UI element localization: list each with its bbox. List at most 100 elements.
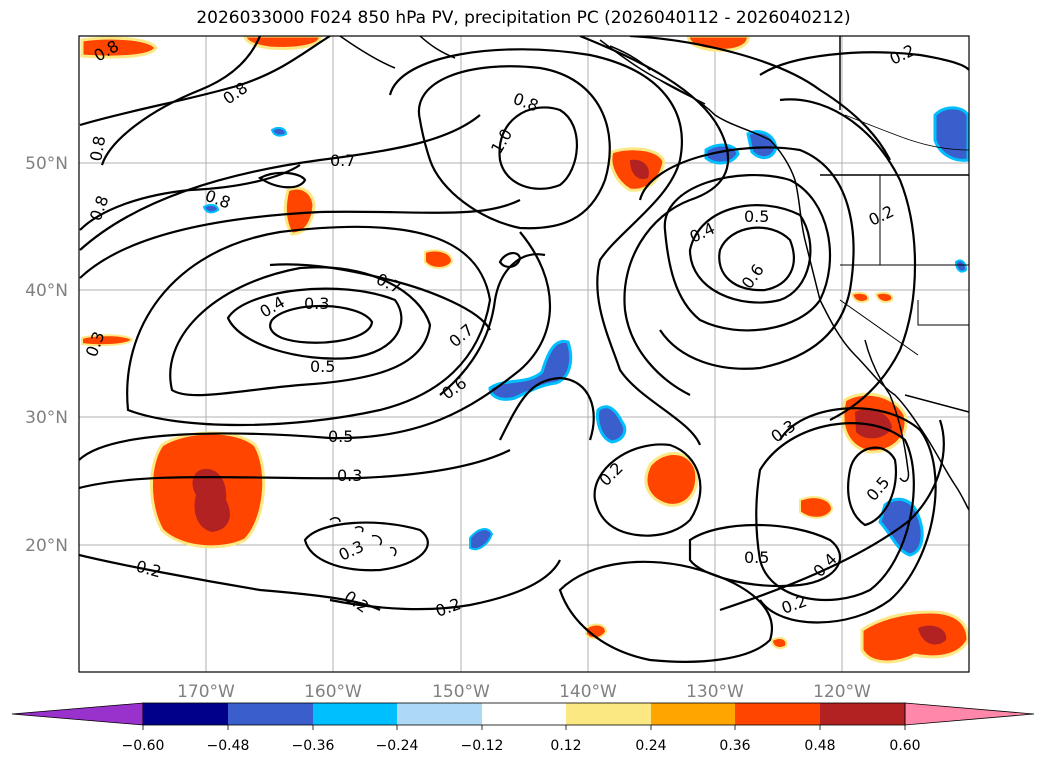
lon-label-120w: 120°W bbox=[813, 682, 871, 702]
precip-blob-southeast bbox=[860, 610, 969, 664]
contour-mexico-0.4 bbox=[755, 422, 915, 602]
contour-gulf-alaska-1.0 bbox=[498, 106, 578, 190]
contour-south-0.2b bbox=[329, 559, 561, 611]
contour-low-outer bbox=[169, 266, 432, 397]
precip-blob-top-center bbox=[686, 36, 750, 52]
lat-label-30: 30°N bbox=[25, 408, 68, 428]
lon-label-170w: 170°W bbox=[177, 682, 235, 702]
precip-core-gulf-alaska bbox=[630, 159, 649, 180]
contour-label: 0.5 bbox=[310, 357, 335, 376]
colorbar-tick-label: 0.12 bbox=[550, 738, 581, 754]
graticule bbox=[79, 36, 969, 672]
contour-baja-0.5 bbox=[847, 446, 898, 527]
colorbar-cell bbox=[651, 703, 735, 725]
plot-frame bbox=[78, 35, 970, 673]
coastline-north-america bbox=[599, 39, 969, 511]
colorbar-extend-high bbox=[904, 702, 1035, 726]
contour-0-6-east bbox=[579, 36, 730, 396]
contour-mexico-0.3 bbox=[759, 407, 937, 624]
precip-blob-small-3 bbox=[585, 623, 608, 640]
contour-south-0.2 bbox=[79, 553, 381, 611]
precip-neg-blob-small-1 bbox=[469, 528, 494, 551]
contour-coast-0.2 bbox=[779, 98, 917, 421]
precip-neg-blob-small-4 bbox=[954, 259, 968, 273]
hawaii-islands bbox=[329, 517, 397, 557]
contour-south-1 bbox=[126, 225, 492, 427]
colorbar-cell bbox=[228, 703, 313, 725]
contour-upper-left-0-8b bbox=[100, 36, 262, 166]
precip-neg-blob-central bbox=[488, 339, 573, 401]
colorbar-tick-label: 0.60 bbox=[889, 738, 920, 754]
colorbar-tick-label: 0.24 bbox=[635, 738, 666, 754]
contour-0-7 bbox=[79, 114, 481, 251]
colorbar-cell bbox=[313, 703, 397, 725]
lat-label-40: 40°N bbox=[25, 281, 68, 301]
contour-label: 0.5 bbox=[744, 207, 769, 226]
colorbar-extend-low bbox=[11, 702, 144, 726]
lat-label-20: 20°N bbox=[25, 536, 68, 556]
colorbar-tick-label: −0.36 bbox=[292, 738, 335, 754]
precip-blob-top-left bbox=[243, 36, 322, 50]
canada-province-border bbox=[844, 114, 969, 151]
precip-neg-blob-mid bbox=[596, 405, 627, 444]
state-border-3 bbox=[917, 300, 969, 326]
contour-cal-low-0.6 bbox=[718, 226, 795, 292]
contour-0-7-central bbox=[269, 263, 491, 331]
contour-closed-low-inner bbox=[269, 304, 374, 344]
contour-label: 0.7 bbox=[330, 151, 355, 170]
precip-positive-areas bbox=[80, 36, 969, 664]
precip-blob-small-2 bbox=[424, 249, 454, 269]
lat-label-50: 50°N bbox=[25, 154, 68, 174]
contour-small-closed-2 bbox=[257, 171, 307, 189]
colorbar: −0.60 −0.48 −0.36 −0.24 −0.12 0.12 0.24 … bbox=[11, 702, 1035, 754]
colorbar-tick-label: −0.24 bbox=[376, 738, 419, 754]
contour-cal-0.4 bbox=[663, 173, 832, 332]
contour-label: 0.5 bbox=[744, 548, 769, 567]
internal-borders bbox=[844, 114, 969, 151]
contour-small-closed bbox=[498, 252, 522, 268]
colorbar-cell bbox=[143, 703, 228, 725]
contour-0-6-central bbox=[439, 253, 546, 396]
precip-core-baja bbox=[855, 409, 892, 439]
precip-neg-blob-small-2 bbox=[270, 126, 288, 137]
precip-neg-blob-canada bbox=[933, 106, 969, 162]
contour-coast-0.3 bbox=[638, 146, 855, 370]
precip-blob-pacific-north bbox=[283, 186, 316, 236]
pv-contours bbox=[79, 36, 969, 663]
precip-blob-small-6 bbox=[770, 637, 788, 649]
plot-area bbox=[79, 36, 969, 672]
precip-blob-subtropical bbox=[644, 452, 699, 507]
contour-gulf-alaska-0.7 bbox=[388, 48, 702, 446]
coastline-alaska-islands bbox=[339, 36, 706, 105]
lon-label-140w: 140°W bbox=[559, 682, 617, 702]
colorbar-tick-label: −0.60 bbox=[122, 738, 165, 754]
contour-0-6 bbox=[79, 199, 521, 279]
contour-gulf-alaska-0.8 bbox=[417, 65, 611, 230]
colorbar-ticks bbox=[142, 725, 906, 730]
contour-south-pacific-0.2 bbox=[558, 560, 773, 663]
contour-0-5 bbox=[79, 231, 552, 461]
precip-blob-small-1 bbox=[799, 496, 834, 519]
lon-label-160w: 160°W bbox=[304, 682, 362, 702]
precip-neg-blob-small-3 bbox=[202, 203, 220, 214]
contour-hawaii-0.3 bbox=[303, 521, 429, 572]
contour-mexico-0.2 bbox=[719, 419, 945, 612]
colorbar-cell bbox=[735, 703, 820, 725]
colorbar-tick-label: −0.12 bbox=[461, 738, 504, 754]
coastline-baja bbox=[864, 339, 910, 482]
lon-label-130w: 130°W bbox=[686, 682, 744, 702]
border-us-mexico bbox=[904, 394, 969, 413]
contour-label: 0.5 bbox=[328, 427, 353, 446]
contour-upper-left-0-8c bbox=[79, 164, 301, 231]
colorbar-cell bbox=[397, 703, 482, 725]
contour-label: 0.3 bbox=[304, 294, 329, 313]
contour-label: 0.8 bbox=[86, 134, 109, 162]
coastlines bbox=[329, 36, 969, 557]
state-border-2 bbox=[839, 264, 919, 356]
chart-title: 2026033000 F024 850 hPa PV, precipitatio… bbox=[196, 8, 851, 28]
lon-labels: 170°W 160°W 150°W 140°W 130°W 120°W bbox=[177, 682, 871, 702]
contour-0-5-east bbox=[629, 36, 891, 161]
precip-blob-small-5 bbox=[850, 291, 894, 303]
precip-core-southeast bbox=[918, 625, 947, 645]
